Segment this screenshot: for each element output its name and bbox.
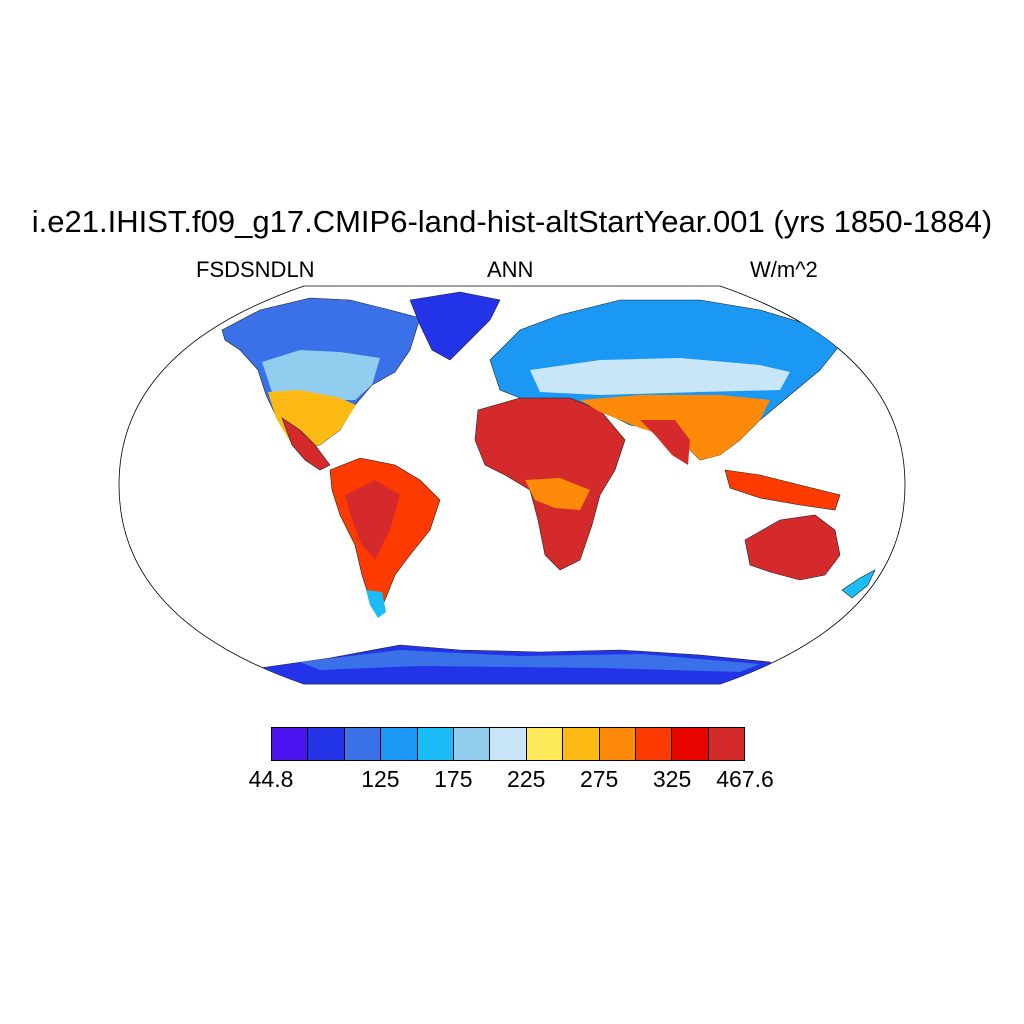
colorbar-swatch — [272, 728, 309, 760]
africa-equator — [525, 478, 590, 510]
maritime-continent — [724, 469, 841, 511]
colorbar-swatch — [563, 728, 600, 760]
colorbar-swatch — [635, 728, 673, 760]
colorbar-swatch — [526, 728, 564, 760]
colorbar-tick-label: 175 — [434, 766, 473, 792]
colorbar-tick-label: 44.8 — [248, 766, 294, 792]
variable-name: FSDSNDLN — [196, 257, 315, 282]
colorbar-swatch — [308, 728, 345, 760]
colorbar-swatch — [672, 728, 709, 760]
colorbar-swatch — [344, 728, 382, 760]
colorbar-tick-label: 467.6 — [716, 766, 774, 792]
colorbar-tick-label: 325 — [652, 766, 692, 792]
antarctica-edge — [300, 650, 760, 672]
colorbar-swatch — [490, 728, 527, 760]
colorbar-swatch — [708, 728, 745, 760]
north-america-mid — [262, 350, 380, 400]
india — [640, 420, 690, 465]
south-america-core — [345, 480, 400, 560]
colorbar-swatch — [453, 728, 491, 760]
colorbar — [271, 727, 745, 761]
greenland — [409, 291, 501, 361]
units-label: W/m^2 — [750, 257, 818, 282]
colorbar-tick-label: 125 — [361, 766, 400, 792]
season-label: ANN — [487, 257, 534, 282]
mexico — [281, 417, 331, 471]
colorbar-tick-label: 225 — [507, 766, 546, 792]
south-america-tip — [366, 590, 386, 618]
colorbar-swatch — [417, 728, 454, 760]
plot-title: i.e21.IHIST.f09_g17.CMIP6-land-hist-altS… — [31, 204, 993, 239]
australia — [744, 514, 841, 581]
colorbar-tick-label: 275 — [579, 766, 619, 792]
colorbar-swatch — [599, 728, 636, 760]
colorbar-swatch — [381, 728, 418, 760]
new-zealand — [841, 569, 876, 599]
eurasia-mid — [530, 358, 790, 395]
